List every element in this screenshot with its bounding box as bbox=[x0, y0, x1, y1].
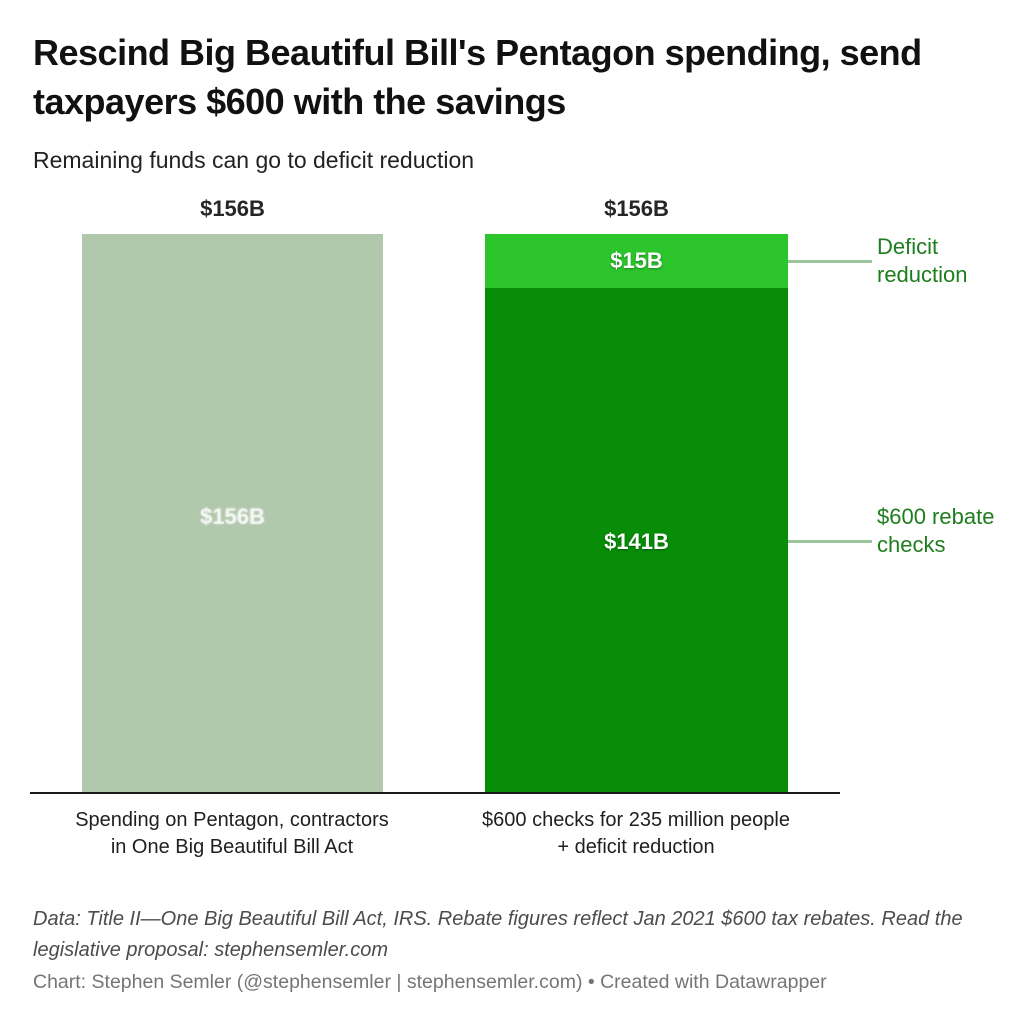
category-label-pentagon: Spending on Pentagon, contractors in One… bbox=[42, 807, 422, 861]
category-line: + deficit reduction bbox=[557, 836, 715, 858]
chart-byline: Chart: Stephen Semler (@stephensemler | … bbox=[33, 971, 827, 993]
annotation-connector-line bbox=[788, 260, 872, 263]
page-subtitle: Remaining funds can go to deficit reduct… bbox=[33, 147, 475, 173]
x-axis-line bbox=[30, 792, 840, 794]
annotation-rebate-checks: $600 rebate checks bbox=[877, 504, 995, 557]
segment-value-label: $156B bbox=[200, 504, 265, 529]
annotation-deficit-reduction: Deficit reduction bbox=[877, 234, 968, 287]
segment-value-label: $141B bbox=[604, 529, 669, 554]
category-line: $600 checks for 235 million people bbox=[482, 809, 790, 831]
segment-value-label: $15B bbox=[610, 248, 663, 273]
bar-total-label-rebate: $156B bbox=[604, 196, 669, 221]
category-label-rebate: $600 checks for 235 million people + def… bbox=[446, 807, 826, 861]
annotation-connector-line bbox=[788, 540, 872, 543]
segment-rebate-checks: $141B bbox=[485, 288, 788, 793]
page-title: Rescind Big Beautiful Bill's Pentagon sp… bbox=[33, 32, 922, 122]
data-source-note: Data: Title II—One Big Beautiful Bill Ac… bbox=[33, 908, 963, 961]
bar-total-label-pentagon: $156B bbox=[200, 196, 265, 221]
category-line: Spending on Pentagon, contractors bbox=[75, 809, 389, 831]
category-line: in One Big Beautiful Bill Act bbox=[110, 836, 354, 858]
segment-pentagon-spending: $156B bbox=[82, 234, 383, 793]
bar-rebate-plus-deficit: $15B $141B bbox=[485, 234, 788, 793]
segment-deficit-reduction: $15B bbox=[485, 234, 788, 288]
bar-pentagon-spending: $156B bbox=[82, 234, 383, 793]
